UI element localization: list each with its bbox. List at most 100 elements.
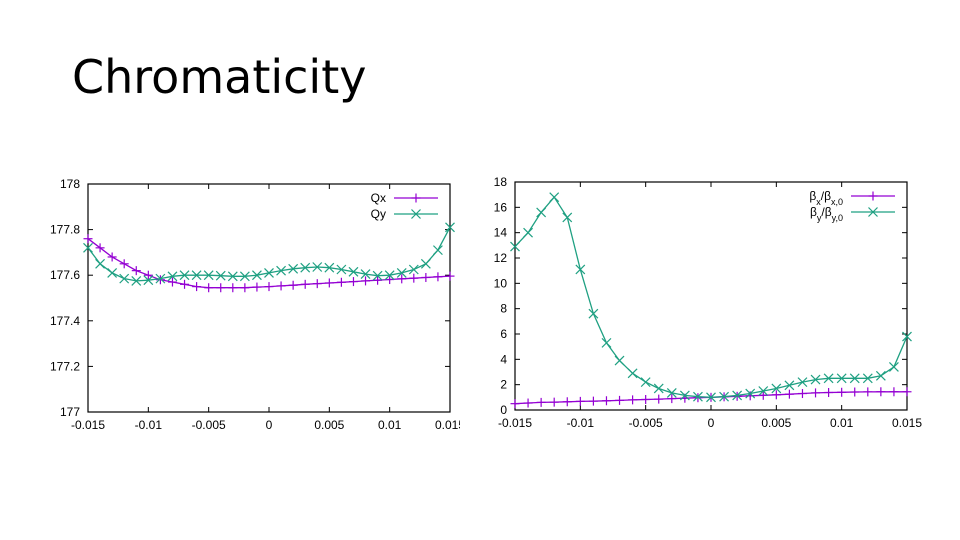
beta-y-tick-label: 18: [494, 175, 508, 189]
beta-series-2-point: [666, 387, 677, 398]
x-marker-b: [536, 207, 547, 218]
tunes-series-2-point: [276, 265, 286, 276]
tunes-series-1-point: [180, 279, 190, 289]
tunes-x-tick-label: 0: [266, 418, 273, 432]
x-marker-b: [372, 270, 383, 281]
beta-series-2-point: [549, 192, 560, 203]
beta-series-2-point: [523, 227, 533, 238]
beta-series-2-point: [875, 370, 886, 381]
tunes-series-1-point: [228, 283, 238, 293]
x-marker-b: [95, 258, 105, 269]
x-marker-b: [862, 373, 873, 384]
tunes-series-1-point: [409, 273, 419, 283]
beta-series-2-point: [758, 386, 769, 396]
beta-series-2-point: [889, 362, 899, 372]
beta-series-1-point: [797, 389, 807, 399]
beta-x-tick-label: -0.01: [567, 416, 595, 430]
tunes-legend-label-1: Qx: [371, 191, 386, 205]
tunes-series-2-point: [131, 275, 142, 286]
beta-plot-frame: [514, 181, 908, 411]
x-marker-b: [823, 373, 834, 384]
tunes-series-1-point: [83, 234, 93, 244]
beta-series-2-point: [902, 331, 912, 342]
slide-title: Chromaticity: [72, 50, 367, 104]
tunes-series-1-point: [119, 259, 129, 269]
x-marker-b: [889, 362, 899, 372]
tunes-series-2-point: [107, 267, 118, 278]
x-marker-b: [445, 222, 455, 233]
tunes-series-2-point: [264, 267, 274, 278]
tunes-series-1-point: [300, 279, 310, 289]
x-marker-b: [588, 308, 599, 319]
x-marker-b: [875, 370, 886, 381]
tunes-series-1-point: [131, 266, 141, 276]
beta-y-tick-label: 4: [500, 352, 507, 366]
tunes-series-1-point: [445, 271, 455, 281]
beta-series-1-point: [837, 387, 847, 397]
beta-series-2-point: [588, 308, 599, 319]
tunes-series-2-point: [384, 270, 395, 281]
tunes-series-2-point: [300, 262, 311, 273]
beta-series-1-point: [654, 394, 664, 404]
beta-series-2-point: [693, 391, 703, 402]
beta-series-2-point: [849, 373, 860, 384]
beta-series-1-point: [536, 397, 546, 407]
beta-series-1-point: [523, 398, 533, 408]
x-marker-b: [627, 368, 638, 379]
beta-series-2-point: [614, 355, 625, 366]
beta-series-2-point: [836, 373, 847, 384]
tunes-x-tick-label: -0.01: [135, 418, 163, 432]
x-marker-b: [758, 386, 769, 396]
x-marker-b: [562, 212, 573, 223]
beta-series-2-point: [627, 368, 638, 379]
x-marker-b: [191, 270, 202, 281]
x-marker-b: [719, 391, 729, 402]
chart-beta-ratio: 0 2 4 6 8 10 12 14 16 18 -0.015 -0.01 -0.005 0 0.005 0.…: [485, 170, 935, 444]
x-marker-b: [252, 270, 262, 281]
x-marker-b: [902, 331, 912, 342]
tunes-y-tick-label: 177.4: [50, 314, 80, 328]
tunes-x-tick-label: -0.005: [192, 418, 226, 432]
beta-y-tick-label: 0: [500, 403, 507, 417]
beta-series-2-point: [771, 383, 782, 394]
x-marker-b: [155, 273, 166, 284]
tunes-series-1-point: [216, 283, 226, 293]
tunes-plot-frame: [87, 183, 451, 413]
x-marker-b: [179, 270, 190, 281]
beta-y-tick-label: 10: [494, 276, 508, 290]
x-marker-b: [745, 388, 756, 399]
beta-series-1-point: [615, 395, 625, 405]
beta-series-2-point: [640, 377, 651, 388]
tunes-series-2-point: [83, 242, 93, 253]
tunes-series-2-point: [336, 264, 347, 275]
beta-y-tick-label: 6: [500, 327, 507, 341]
tunes-y-tick-label: 177.8: [50, 223, 80, 237]
x-marker-b: [360, 269, 371, 279]
x-marker-b: [433, 245, 443, 256]
beta-series-2-point: [562, 212, 573, 223]
beta-series-2-point: [706, 392, 716, 403]
tunes-series-2-point: [408, 264, 419, 275]
tunes-series-1-point: [312, 279, 322, 289]
beta-series-2-point: [510, 241, 520, 252]
x-marker-b: [849, 373, 860, 384]
beta-series-1-point: [575, 396, 585, 406]
beta-series-1-point: [510, 399, 520, 409]
x-marker-b: [732, 390, 743, 401]
x-marker-b: [83, 242, 93, 253]
beta-series-2-point: [732, 390, 743, 401]
tunes-series-2-point: [179, 270, 190, 281]
beta-series-1-point: [902, 387, 912, 397]
beta-y-tick-label: 14: [494, 226, 508, 240]
beta-series-1-point: [601, 396, 611, 406]
beta-series-2-point: [679, 390, 690, 401]
x-marker-b: [420, 258, 431, 269]
tunes-series-1-point: [192, 282, 202, 292]
beta-series-2-point: [862, 373, 873, 384]
tunes-series-1-point: [348, 277, 358, 287]
tunes-series-2-point: [203, 270, 214, 281]
legend-x-b: [411, 209, 421, 219]
tunes-series-1-point: [433, 272, 443, 282]
x-marker-b: [653, 383, 664, 394]
beta-series-1-point: [771, 390, 781, 400]
